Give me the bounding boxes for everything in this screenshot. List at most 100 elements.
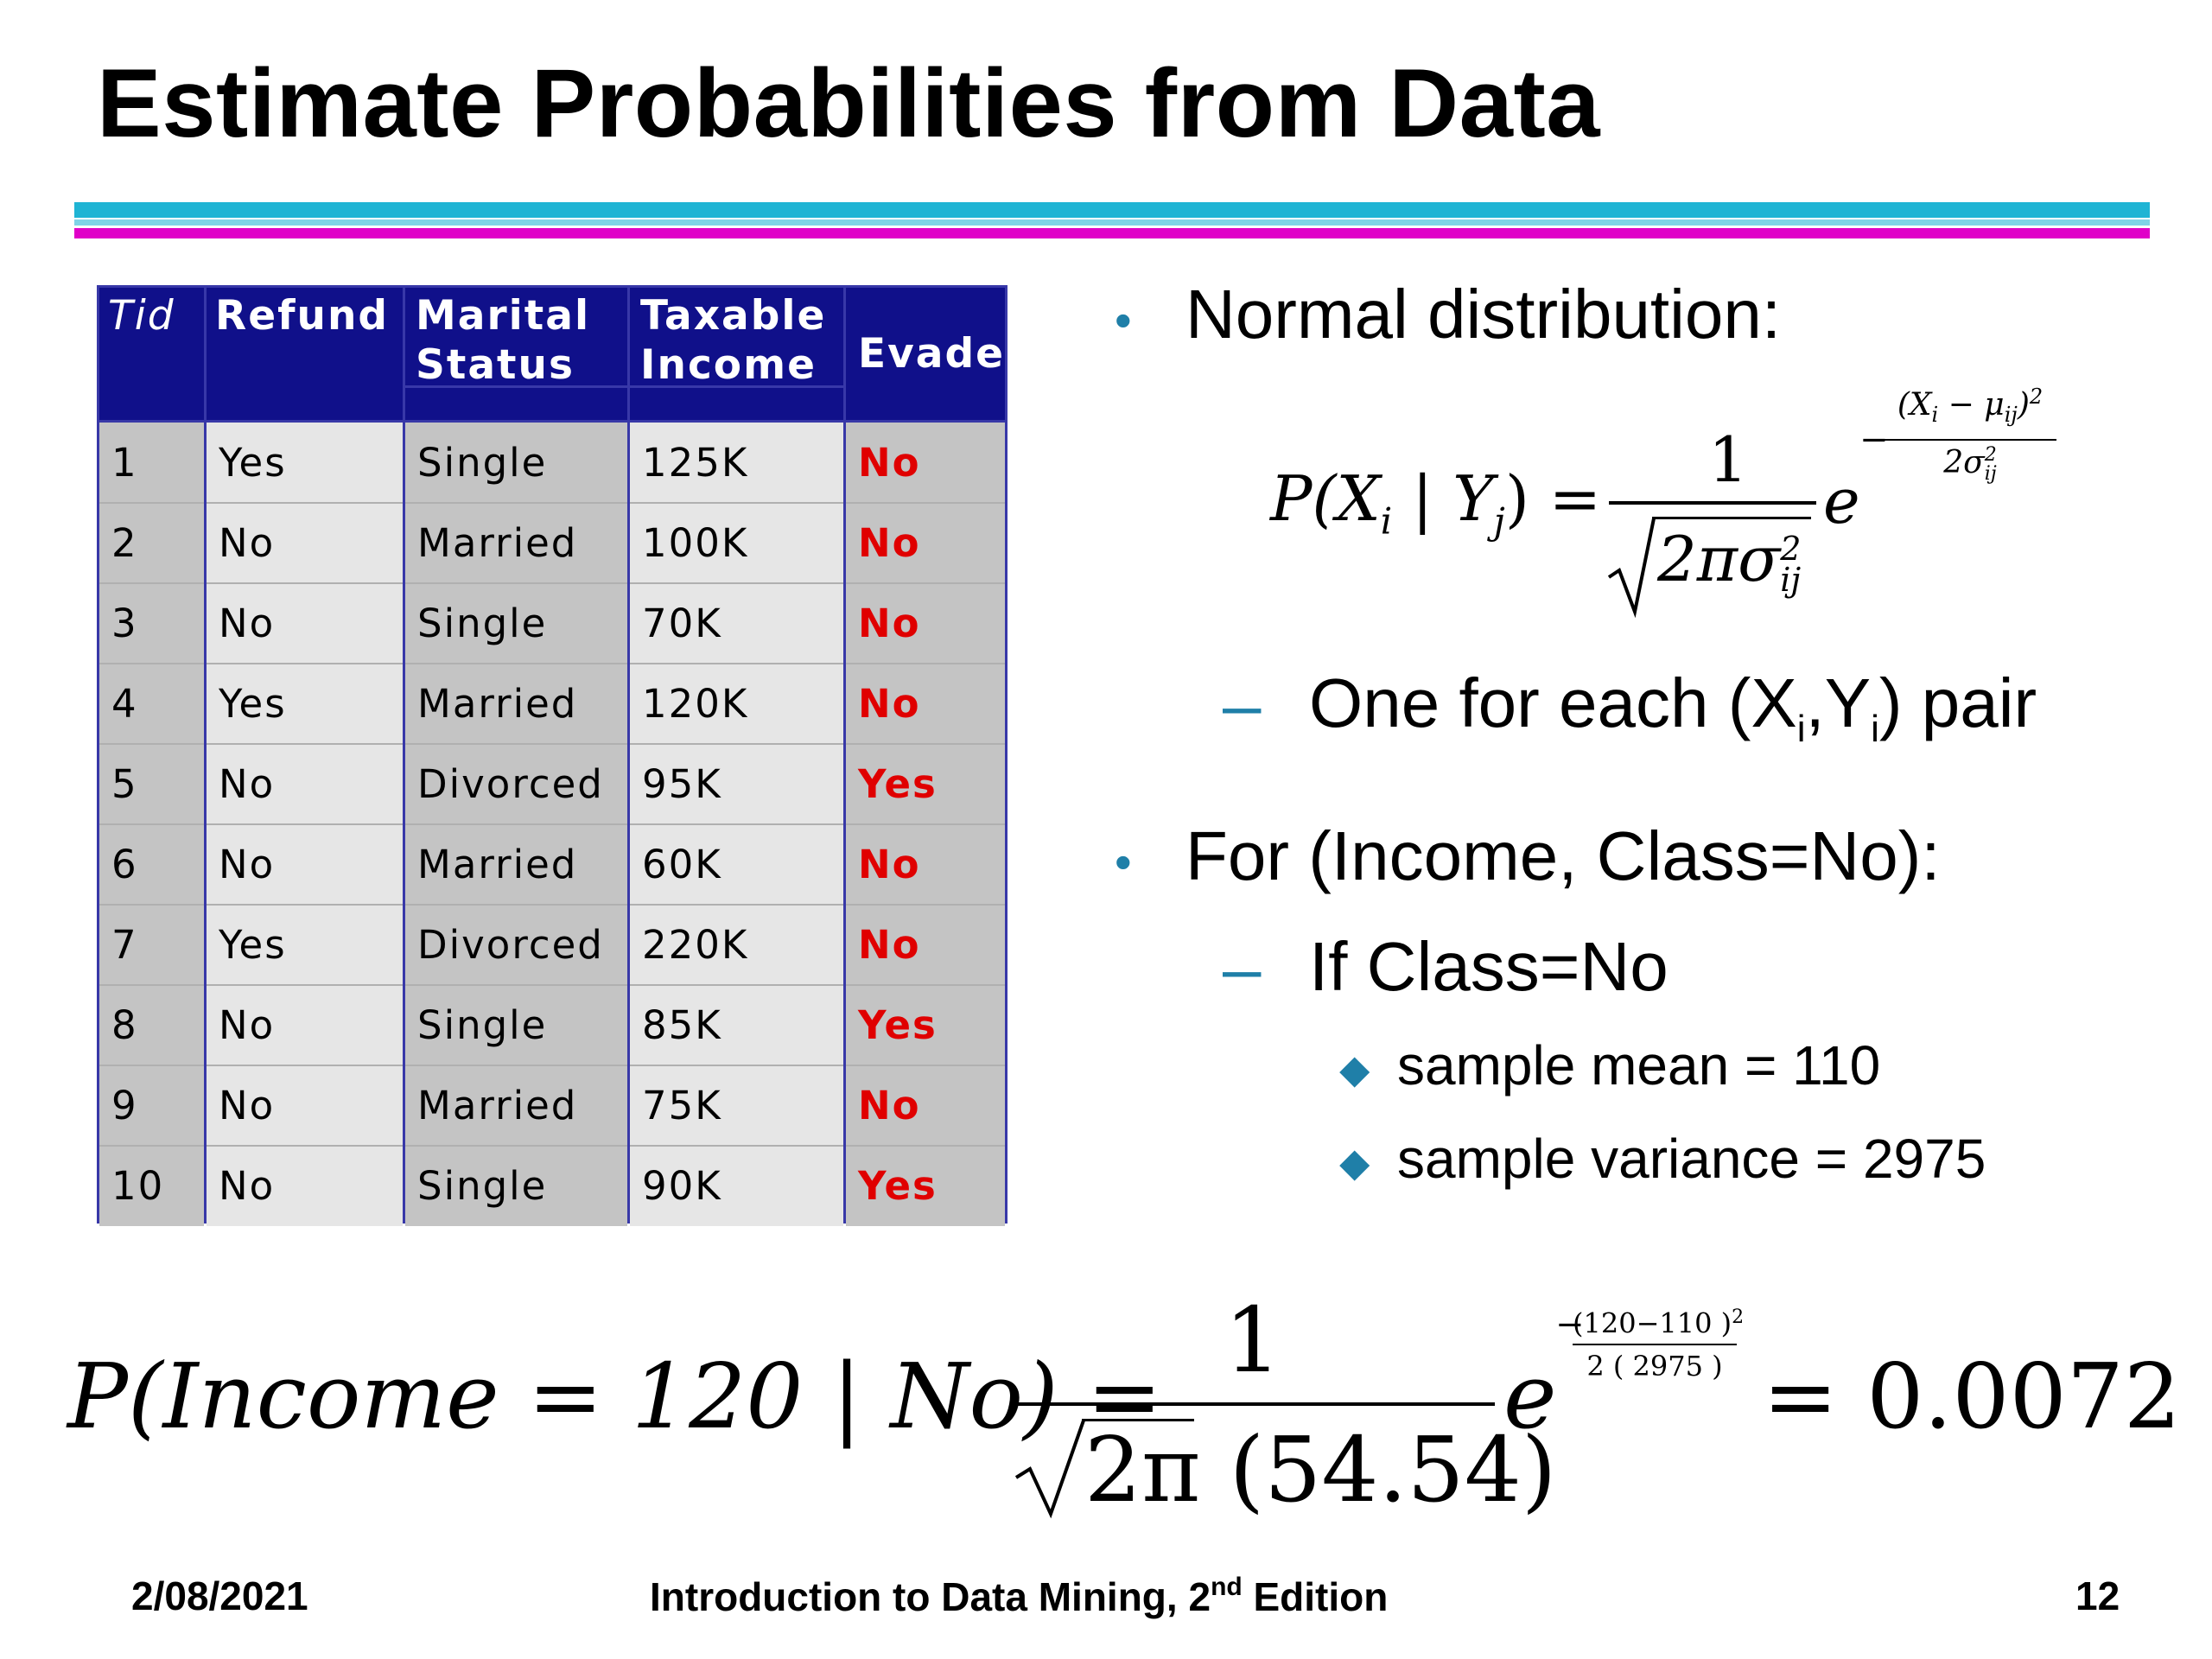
row-separator [99, 904, 1005, 906]
header-subrule [405, 385, 843, 388]
table-cell-income: 90K [630, 1146, 843, 1226]
col-divider [627, 288, 630, 1221]
title-rule-cyan [74, 202, 2150, 218]
bullet-sub: i [1796, 708, 1806, 750]
table-cell-income: 75K [630, 1065, 843, 1146]
table-cell-evade: No [846, 583, 1005, 664]
formula-normal-numerator: 1 [1708, 423, 1748, 496]
formula-income-fraction-bar [1011, 1402, 1495, 1406]
bullet-dot: • [1115, 293, 1132, 347]
title-rule-magenta [74, 228, 2150, 238]
table-cell-refund: No [207, 1146, 403, 1226]
formula-text: (X [1897, 387, 1932, 423]
table-cell-evade: No [846, 1065, 1005, 1146]
footer-date: 2/08/2021 [131, 1573, 308, 1618]
formula-text: | Y [1392, 462, 1494, 535]
table-cell-income: 120K [630, 664, 843, 744]
sqrt-sign-icon [1607, 518, 1656, 619]
table-cell-refund: Yes [207, 423, 403, 503]
bullet-if-class-no: If Class=No [1309, 928, 1669, 1005]
bullet-text: One for each (X [1309, 664, 1797, 741]
table-cell-tid: 6 [99, 824, 204, 905]
row-separator [99, 1145, 1005, 1147]
formula-sup: 2 [2029, 385, 2044, 409]
table-cell-refund: No [207, 1065, 403, 1146]
formula-normal-exp-bar [1884, 439, 2056, 441]
table-cell-income: 70K [630, 583, 843, 664]
table-cell-evade: No [846, 664, 1005, 744]
table-cell-tid: 2 [99, 503, 204, 583]
formula-normal-denominator: 2πσ 2 ij [1657, 523, 1802, 596]
formula-text: P(X [1270, 462, 1381, 535]
formula-sup: 2 [1984, 444, 1997, 466]
table-cell-evade: No [846, 824, 1005, 905]
formula-normal-exp-numerator: (Xi − μij)2 [1884, 385, 2056, 427]
formula-sub: i [1380, 499, 1393, 543]
formula-sub: j [1493, 499, 1505, 543]
table-cell-refund: No [207, 824, 403, 905]
header-cell-income: Taxable Income [630, 288, 843, 420]
bullet-income-class: For (Income, Class=No): [1185, 817, 1941, 894]
row-separator [99, 823, 1005, 825]
table-cell-marital: Single [405, 1146, 627, 1226]
footer-book-title: Introduction to Data Mining, 2nd Edition [650, 1573, 1388, 1620]
table-cell-refund: Yes [207, 664, 403, 744]
row-separator [99, 582, 1005, 584]
formula-sup: 2 [1732, 1306, 1745, 1328]
sqrt-vinculum [1652, 517, 1811, 519]
bullet-normal-distribution: Normal distribution: [1185, 276, 1782, 353]
table-cell-marital: Single [405, 985, 627, 1065]
bullet-one-for-each: One for each (Xi,Yi) pair [1309, 664, 2037, 751]
bullet-sub: i [1871, 708, 1879, 750]
slide-title: Estimate Probabilities from Data [97, 49, 1601, 157]
sample-variance: sample variance = 2975 [1397, 1128, 1986, 1190]
table-cell-income: 220K [630, 905, 843, 985]
formula-sup: 2 [1780, 530, 1802, 568]
row-separator [99, 502, 1005, 504]
table-cell-refund: No [207, 503, 403, 583]
formula-text: 2σ [1943, 445, 1985, 480]
formula-income-exp-numerator: (120−110 )2 [1573, 1306, 1744, 1340]
row-separator [99, 1065, 1005, 1066]
footer-text: Introduction to Data Mining, 2 [650, 1574, 1211, 1619]
table-cell-evade: Yes [846, 985, 1005, 1065]
formula-income-e: e [1503, 1344, 1557, 1449]
row-separator [99, 663, 1005, 664]
table-cell-evade: Yes [846, 744, 1005, 824]
header-cell-refund: Refund [207, 288, 403, 420]
diamond-bullet-icon: ◆ [1339, 1140, 1370, 1185]
footer-sup: nd [1211, 1573, 1243, 1601]
header-cell-marital: Marital Status [405, 288, 627, 420]
header-marital-1: Marital [416, 292, 591, 340]
formula-normal-fraction-bar [1609, 501, 1816, 505]
table-cell-tid: 9 [99, 1065, 204, 1146]
header-income-2: Income [640, 341, 817, 389]
col-divider [403, 288, 405, 1221]
table-cell-refund: Yes [207, 905, 403, 985]
formula-supsub: 2 ij [1985, 446, 1997, 484]
row-separator [99, 984, 1005, 986]
sample-mean: sample mean = 110 [1397, 1034, 1881, 1096]
header-refund: Refund [215, 292, 390, 340]
header-rule [99, 420, 1005, 423]
row-separator [99, 743, 1005, 745]
header-income-1: Taxable [640, 292, 827, 340]
header-cell-tid: Tid [99, 288, 204, 420]
formula-income-result: = 0.0072 [1763, 1344, 2182, 1449]
table-cell-evade: No [846, 503, 1005, 583]
formula-text: 2πσ [1657, 523, 1781, 595]
formula-text: ) = [1504, 462, 1602, 535]
formula-income-exp-bar [1573, 1344, 1737, 1345]
dash-marker: – [1223, 930, 1262, 1007]
table-cell-marital: Married [405, 824, 627, 905]
table-cell-income: 95K [630, 744, 843, 824]
table-cell-income: 125K [630, 423, 843, 503]
footer-page-number: 12 [2075, 1573, 2120, 1618]
formula-sub: ij [1984, 463, 1997, 485]
bullet-dot: • [1115, 835, 1132, 889]
table-cell-marital: Married [405, 503, 627, 583]
table-cell-refund: No [207, 583, 403, 664]
table-cell-refund: No [207, 985, 403, 1065]
formula-income-exp-minus: − [1555, 1305, 1585, 1344]
formula-supsub: 2 ij [1780, 530, 1802, 596]
